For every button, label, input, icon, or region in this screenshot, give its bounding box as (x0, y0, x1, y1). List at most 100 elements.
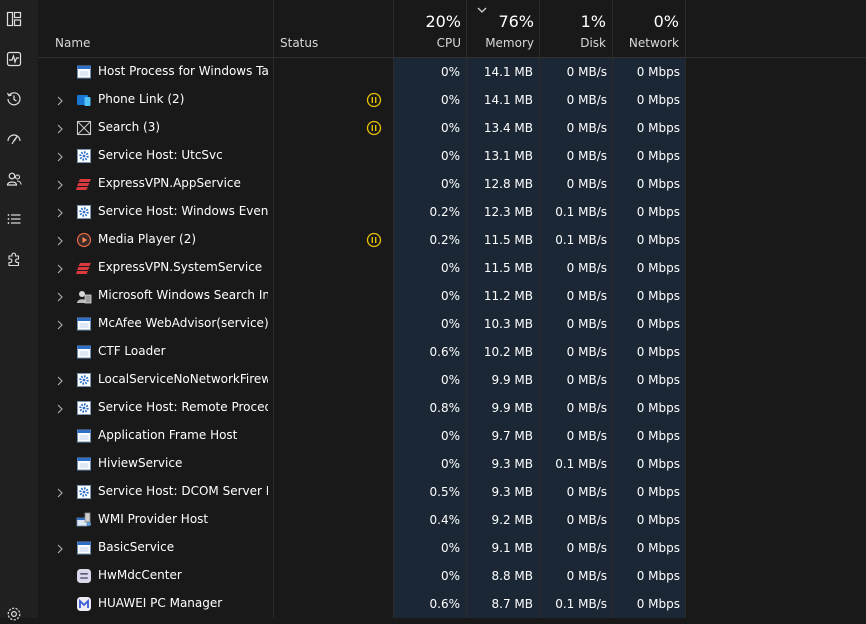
memory-value: 9.9 MB (491, 401, 533, 415)
process-row[interactable]: ExpressVPN.SystemService 0% 11.5 MB 0 MB/s 0… (38, 254, 866, 282)
suspended-status-icon (366, 120, 382, 136)
cpu-value: 0.6% (429, 345, 461, 359)
details-icon[interactable] (4, 209, 24, 229)
disk-value: 0 MB/s (566, 345, 607, 359)
chevron-right-icon[interactable] (56, 235, 64, 246)
chevron-right-icon[interactable] (56, 207, 64, 218)
processes-icon[interactable] (4, 9, 24, 29)
process-row[interactable]: Host Process for Windows Tasks 0% 14.1 MB 0… (38, 58, 866, 86)
column-header-memory[interactable]: 76% Memory (467, 0, 534, 58)
memory-value: 9.7 MB (491, 429, 533, 443)
network-value: 0 Mbps (636, 541, 680, 555)
memory-value: 10.3 MB (483, 317, 533, 331)
app-history-icon[interactable] (4, 89, 24, 109)
network-value: 0 Mbps (636, 121, 680, 135)
memory-value: 9.1 MB (491, 541, 533, 555)
process-row[interactable]: Service Host: UtcSvc 0% 13.1 MB 0 MB/s 0 Mbp… (38, 142, 866, 170)
chevron-right-icon[interactable] (56, 151, 64, 162)
sort-descending-icon (477, 7, 487, 13)
chevron-right-icon[interactable] (56, 543, 64, 554)
gear-icon (76, 484, 92, 500)
process-row[interactable]: Microsoft Windows Search In... 0% 11.2 MB 0… (38, 282, 866, 310)
users-icon[interactable] (4, 169, 24, 189)
memory-label: Memory (485, 36, 534, 50)
chevron-right-icon[interactable] (56, 403, 64, 414)
process-row[interactable]: ExpressVPN.AppService 0% 12.8 MB 0 MB/s 0 Mb… (38, 170, 866, 198)
cpu-value: 0% (440, 541, 460, 555)
process-name: HwMdcCenter (98, 568, 182, 582)
window-icon (76, 344, 92, 360)
process-row[interactable]: Search (3) 0% 13.4 MB 0 MB/s 0 Mbps (38, 114, 866, 142)
memory-value: 10.2 MB (483, 345, 533, 359)
network-value: 0 Mbps (636, 513, 680, 527)
disk-value: 0 MB/s (566, 65, 607, 79)
expressvpn-icon (76, 176, 92, 192)
process-name: Phone Link (2) (98, 92, 185, 106)
memory-value: 13.4 MB (483, 121, 533, 135)
memory-value: 9.3 MB (491, 457, 533, 471)
disk-value: 0 MB/s (566, 289, 607, 303)
cpu-value: 0% (440, 373, 460, 387)
column-header-cpu[interactable]: 20% CPU (394, 0, 461, 58)
disk-value: 0 MB/s (566, 429, 607, 443)
gear-icon (76, 400, 92, 416)
column-header-network[interactable]: 0% Network (613, 0, 679, 58)
chevron-right-icon[interactable] (56, 375, 64, 386)
memory-value: 11.5 MB (483, 233, 533, 247)
disk-value: 0 MB/s (566, 569, 607, 583)
startup-apps-icon[interactable] (4, 129, 24, 149)
services-icon[interactable] (4, 249, 24, 269)
disk-value: 0.1 MB/s (555, 457, 607, 471)
column-header-status[interactable]: Status (280, 36, 319, 50)
memory-value: 14.1 MB (483, 65, 533, 79)
process-name: LocalServiceNoNetworkFirewa... (98, 372, 268, 386)
suspended-status-icon (366, 92, 382, 108)
cpu-value: 0% (440, 317, 460, 331)
process-row[interactable]: Service Host: Remote Procedu... 0.8% 9.9 M… (38, 394, 866, 422)
process-row[interactable]: Service Host: DCOM Server Pr... 0.5% 9.3 M… (38, 478, 866, 506)
settings-icon[interactable] (4, 604, 24, 624)
cpu-value: 0.8% (429, 401, 461, 415)
performance-icon[interactable] (4, 49, 24, 69)
column-header-name[interactable]: Name (55, 36, 91, 50)
memory-value: 9.3 MB (491, 485, 533, 499)
column-divider (273, 0, 274, 618)
cpu-value: 0% (440, 149, 460, 163)
disk-value: 0 MB/s (566, 401, 607, 415)
cpu-column-highlight (394, 58, 466, 618)
process-row[interactable]: LocalServiceNoNetworkFirewa... 0% 9.9 MB 0 … (38, 366, 866, 394)
column-divider (393, 0, 394, 618)
process-row[interactable]: McAfee WebAdvisor(service) 0% 10.3 MB 0 MB/… (38, 310, 866, 338)
chevron-right-icon[interactable] (56, 95, 64, 106)
window-icon (76, 316, 92, 332)
memory-value: 9.9 MB (491, 373, 533, 387)
process-row[interactable]: BasicService 0% 9.1 MB 0 MB/s 0 Mbps (38, 534, 866, 562)
process-row[interactable]: HiviewService 0% 9.3 MB 0.1 MB/s 0 Mbps (38, 450, 866, 478)
disk-label: Disk (580, 36, 606, 50)
column-header-disk[interactable]: 1% Disk (540, 0, 606, 58)
chevron-right-icon[interactable] (56, 263, 64, 274)
chevron-right-icon[interactable] (56, 123, 64, 134)
column-divider (612, 0, 613, 618)
network-value: 0 Mbps (636, 345, 680, 359)
chevron-right-icon[interactable] (56, 179, 64, 190)
network-value: 0 Mbps (636, 569, 680, 583)
process-row[interactable]: HUAWEI PC Manager 0.6% 8.7 MB 0.1 MB/s 0 Mbp… (38, 590, 866, 618)
process-row[interactable]: Service Host: Windows Event ... 0.2% 12.3 … (38, 198, 866, 226)
cpu-value: 0.4% (429, 513, 461, 527)
memory-value: 14.1 MB (483, 93, 533, 107)
process-row[interactable]: Media Player (2) 0.2% 11.5 MB 0.1 MB/s 0 Mbp… (38, 226, 866, 254)
cpu-value: 0% (440, 457, 460, 471)
column-divider (466, 0, 467, 618)
chevron-right-icon[interactable] (56, 319, 64, 330)
expressvpn-icon (76, 260, 92, 276)
memory-column-highlight (467, 58, 539, 618)
chevron-right-icon[interactable] (56, 487, 64, 498)
process-row[interactable]: Phone Link (2) 0% 14.1 MB 0 MB/s 0 Mbps (38, 86, 866, 114)
chevron-right-icon[interactable] (56, 291, 64, 302)
cpu-value: 0.2% (429, 233, 461, 247)
process-row[interactable]: HwMdcCenter 0% 8.8 MB 0 MB/s 0 Mbps (38, 562, 866, 590)
process-row[interactable]: WMI Provider Host 0.4% 9.2 MB 0 MB/s 0 Mbps (38, 506, 866, 534)
process-row[interactable]: CTF Loader 0.6% 10.2 MB 0 MB/s 0 Mbps (38, 338, 866, 366)
process-row[interactable]: Application Frame Host 0% 9.7 MB 0 MB/s 0 Mb… (38, 422, 866, 450)
